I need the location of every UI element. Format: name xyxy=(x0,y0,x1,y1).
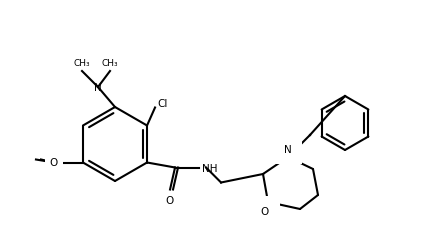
Text: Cl: Cl xyxy=(157,98,167,108)
Text: O: O xyxy=(50,158,58,168)
Text: CH₃: CH₃ xyxy=(74,59,90,68)
Text: NH: NH xyxy=(202,163,218,173)
Text: O: O xyxy=(50,158,58,168)
Text: CH₃: CH₃ xyxy=(102,59,118,68)
Text: N: N xyxy=(94,83,102,93)
Text: O: O xyxy=(165,196,173,206)
Text: O: O xyxy=(50,158,58,168)
Text: O: O xyxy=(261,206,269,216)
Text: N: N xyxy=(284,144,292,154)
